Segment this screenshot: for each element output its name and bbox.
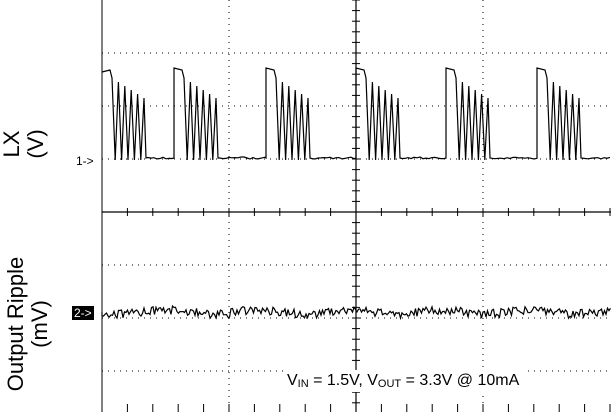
lx-axis-label-line2: (V) — [23, 129, 48, 159]
vin-subscript: IN — [297, 378, 309, 390]
ripple-axis-label-line2: (mV) — [27, 300, 52, 348]
ripple-axis-label: Output Ripple (mV) — [3, 254, 52, 394]
scope-grid — [101, 0, 611, 412]
test-conditions: VIN = 1.5V, VOUT = 3.3V @ 10mA — [283, 370, 524, 392]
vin-value: = 1.5V, — [308, 372, 368, 389]
ripple-trace — [101, 304, 611, 321]
vin-symbol: V — [287, 372, 298, 389]
vout-symbol: V — [367, 372, 378, 389]
lx-axis-label-line1: LX — [0, 130, 24, 158]
ripple-axis-label-line1: Output Ripple — [3, 256, 28, 392]
vout-value: = 3.3V @ 10mA — [401, 372, 520, 389]
channel2-marker: 2-> — [72, 306, 94, 320]
lx-trace — [101, 67, 611, 161]
channel1-marker: 1-> — [76, 154, 94, 168]
lx-axis-label: LX (V) — [0, 114, 48, 174]
vout-subscript: OUT — [377, 378, 402, 390]
